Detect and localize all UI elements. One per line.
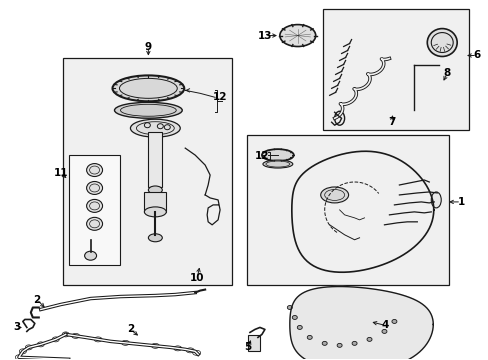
Ellipse shape bbox=[86, 217, 102, 230]
Ellipse shape bbox=[86, 163, 102, 176]
Text: 1: 1 bbox=[457, 197, 464, 207]
Ellipse shape bbox=[351, 341, 356, 345]
Text: 4: 4 bbox=[381, 320, 388, 330]
Ellipse shape bbox=[86, 181, 102, 194]
Bar bbox=[62, 58, 232, 285]
Ellipse shape bbox=[320, 187, 348, 203]
Bar bbox=[144, 192, 166, 212]
Text: 11: 11 bbox=[53, 168, 68, 178]
Ellipse shape bbox=[148, 186, 162, 194]
Text: 9: 9 bbox=[144, 41, 152, 51]
Ellipse shape bbox=[336, 343, 342, 347]
Text: 2: 2 bbox=[33, 294, 41, 305]
Ellipse shape bbox=[297, 325, 302, 329]
Bar bbox=[148, 132, 162, 187]
Bar bbox=[246, 135, 448, 285]
Text: 13: 13 bbox=[257, 31, 272, 41]
Ellipse shape bbox=[427, 28, 456, 57]
Bar bbox=[68, 155, 120, 265]
Ellipse shape bbox=[287, 306, 292, 310]
Ellipse shape bbox=[306, 336, 312, 339]
Ellipse shape bbox=[381, 329, 386, 333]
Ellipse shape bbox=[144, 207, 166, 217]
Text: 3: 3 bbox=[13, 323, 20, 332]
Bar bbox=[247, 336, 260, 351]
Ellipse shape bbox=[262, 149, 293, 161]
Ellipse shape bbox=[84, 251, 96, 260]
Ellipse shape bbox=[391, 319, 396, 323]
Ellipse shape bbox=[430, 192, 440, 208]
Polygon shape bbox=[289, 287, 432, 360]
Text: 10: 10 bbox=[189, 273, 204, 283]
Ellipse shape bbox=[292, 315, 297, 319]
Polygon shape bbox=[291, 151, 433, 272]
Text: 5: 5 bbox=[244, 342, 251, 352]
Text: 7: 7 bbox=[388, 117, 395, 127]
Ellipse shape bbox=[366, 337, 371, 341]
Text: 6: 6 bbox=[472, 50, 480, 60]
Ellipse shape bbox=[112, 75, 184, 101]
Ellipse shape bbox=[148, 234, 162, 242]
Ellipse shape bbox=[86, 199, 102, 212]
Text: 2: 2 bbox=[126, 324, 134, 334]
Text: 12: 12 bbox=[254, 151, 268, 161]
Bar bbox=[322, 9, 468, 130]
Ellipse shape bbox=[322, 341, 326, 345]
Text: 12: 12 bbox=[212, 92, 227, 102]
Ellipse shape bbox=[114, 102, 182, 118]
Ellipse shape bbox=[263, 160, 292, 168]
Text: 8: 8 bbox=[443, 68, 450, 78]
Ellipse shape bbox=[130, 119, 180, 137]
Ellipse shape bbox=[279, 24, 315, 46]
